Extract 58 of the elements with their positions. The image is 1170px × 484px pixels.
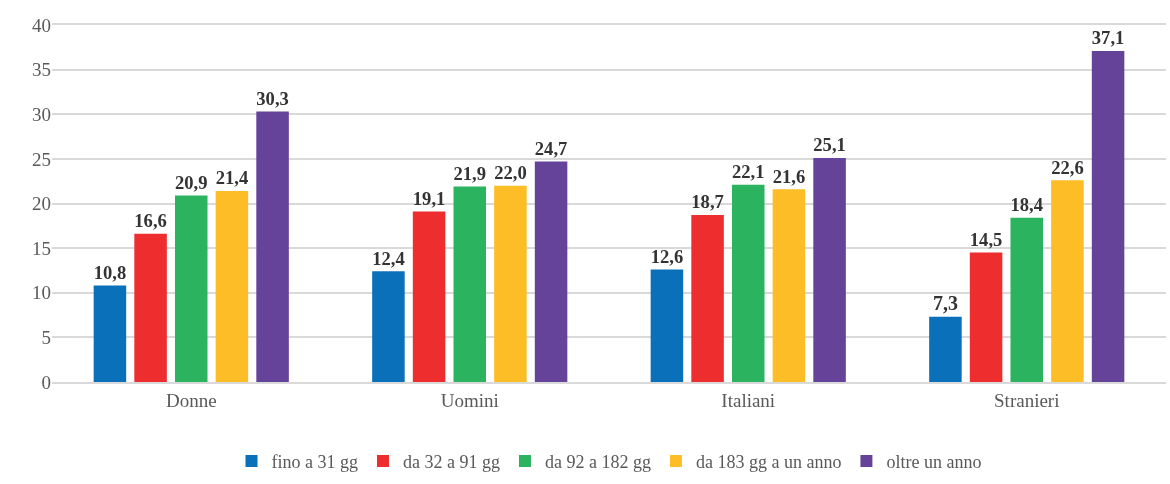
data-label: 18,4 xyxy=(1010,194,1044,216)
data-label: 22,6 xyxy=(1051,156,1084,178)
bar xyxy=(93,285,127,382)
y-tick-label: 35 xyxy=(32,59,51,81)
data-label: 14,5 xyxy=(969,228,1003,250)
data-label: 21,6 xyxy=(772,165,806,187)
bar xyxy=(256,111,289,382)
data-label: 21,4 xyxy=(215,167,249,189)
y-tick-label: 10 xyxy=(32,282,51,304)
bar xyxy=(929,316,962,382)
bar xyxy=(691,215,724,382)
bar xyxy=(969,252,1003,382)
bar xyxy=(731,184,765,382)
bar xyxy=(1051,180,1084,382)
bar xyxy=(453,186,487,382)
bar xyxy=(372,271,405,382)
bar xyxy=(650,269,684,382)
y-tick-label: 30 xyxy=(32,103,51,125)
data-label: 20,9 xyxy=(174,171,208,193)
data-label: 30,3 xyxy=(256,87,289,109)
data-label: 16,6 xyxy=(134,210,167,232)
y-tick-label: 15 xyxy=(32,237,51,259)
x-tick-label: Donne xyxy=(165,389,217,411)
data-label: 10,8 xyxy=(93,261,127,283)
bar xyxy=(772,189,806,382)
data-label: 12,6 xyxy=(650,245,684,267)
legend-label: fino a 31 gg xyxy=(271,451,358,472)
y-tick-label: 25 xyxy=(32,148,51,170)
bar xyxy=(174,195,208,382)
bar xyxy=(1091,50,1125,382)
data-label: 18,7 xyxy=(691,191,724,213)
x-tick-label: Stranieri xyxy=(994,389,1060,411)
y-tick-label: 40 xyxy=(32,14,51,36)
bar xyxy=(534,161,568,382)
bar xyxy=(494,185,527,382)
x-tick-label: Italiani xyxy=(721,389,776,411)
x-tick-label: Uomini xyxy=(440,389,499,411)
data-label: 12,4 xyxy=(372,247,405,269)
bar xyxy=(215,191,249,382)
data-label: 25,1 xyxy=(813,134,846,156)
data-label: 7,3 xyxy=(932,291,958,314)
legend-label: da 32 a 91 gg xyxy=(402,451,500,472)
data-label: 22,0 xyxy=(494,161,527,183)
y-tick-label: 0 xyxy=(41,371,51,393)
data-label: 19,1 xyxy=(412,187,446,209)
data-label: 37,1 xyxy=(1091,27,1125,49)
data-label: 24,7 xyxy=(534,137,568,159)
y-tick-label: 5 xyxy=(41,327,51,349)
bar xyxy=(1010,217,1044,382)
legend-label: da 92 a 182 gg xyxy=(544,451,651,472)
data-label: 22,1 xyxy=(731,161,765,183)
y-tick-label: 20 xyxy=(32,193,51,215)
legend-label: oltre un anno xyxy=(886,451,982,472)
data-label: 21,9 xyxy=(453,162,487,184)
legend-label: da 183 gg a un anno xyxy=(695,451,842,472)
bar xyxy=(813,157,846,382)
bar xyxy=(134,233,167,382)
bar xyxy=(412,211,446,382)
